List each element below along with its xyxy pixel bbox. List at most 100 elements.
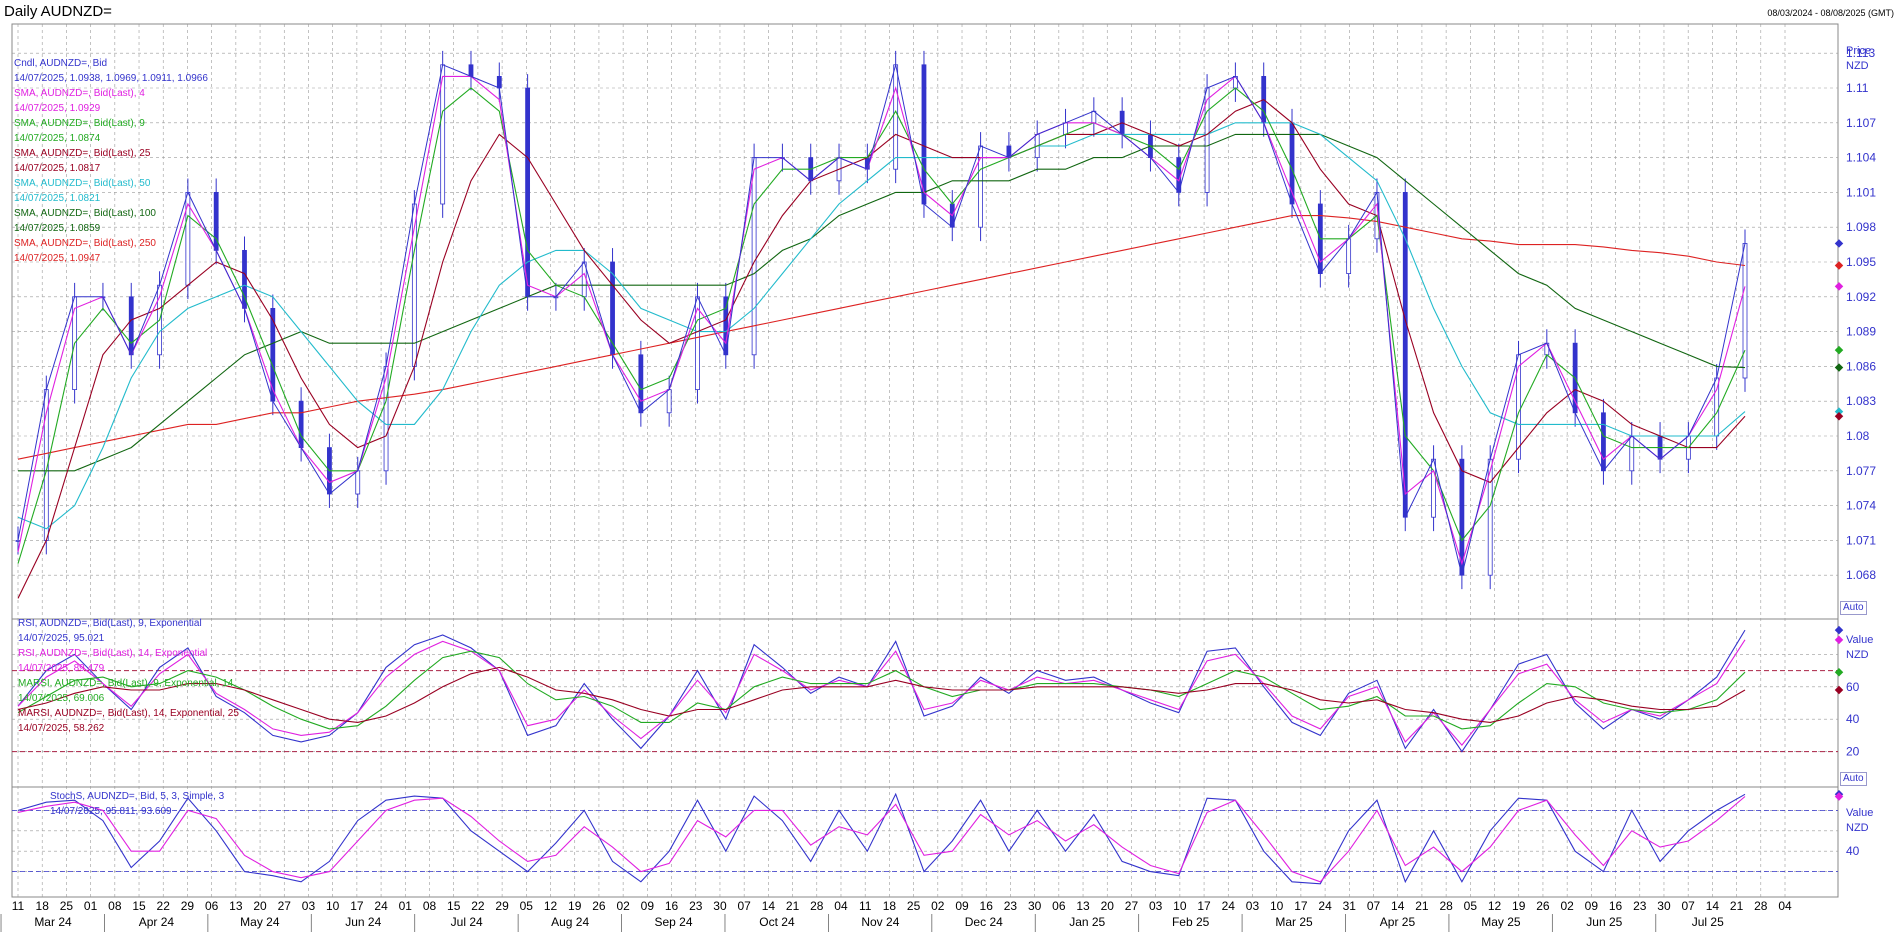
- x-tick-month: Nov 24: [861, 915, 899, 929]
- rsi-pane-frame: [11, 618, 1839, 788]
- marker-sma4: [1834, 282, 1844, 291]
- marker-sma100: [1834, 363, 1844, 372]
- x-tick-day: 07: [737, 899, 751, 913]
- candle-body: [468, 64, 474, 77]
- x-tick-day: 11: [12, 899, 25, 913]
- candle-body: [15, 540, 21, 542]
- x-tick-day: 29: [181, 899, 195, 913]
- price-tick-label: 1.08: [1846, 429, 1870, 443]
- stoch-tick-label: 40: [1846, 844, 1860, 858]
- price-tick-label: 1.083: [1846, 394, 1876, 408]
- x-tick-day: 22: [471, 899, 485, 913]
- rsi-tick-label: 40: [1846, 712, 1860, 726]
- marker-sma25: [1834, 412, 1844, 421]
- x-tick-day: 26: [1536, 899, 1550, 913]
- legend-rsi9-label: RSI, AUDNZD=, Bid(Last), 9, Exponential: [18, 618, 202, 629]
- x-tick-day: 15: [132, 899, 146, 913]
- x-tick-day: 14: [1391, 899, 1405, 913]
- stoch-axis-title: Value: [1846, 807, 1874, 819]
- x-tick-day: 01: [84, 899, 98, 913]
- x-tick-month: Mar 24: [34, 915, 72, 929]
- price-legend: Cndl, AUDNZD=, Bid 14/07/2025, 1.0938, 1…: [14, 56, 208, 266]
- marker-close: [1834, 239, 1844, 248]
- candle-body: [496, 76, 502, 89]
- x-tick-day: 03: [1246, 899, 1260, 913]
- candle-body: [128, 296, 134, 356]
- x-tick-day: 24: [1222, 899, 1236, 913]
- x-tick-day: 09: [955, 899, 969, 913]
- x-tick-day: 30: [1657, 899, 1671, 913]
- x-tick-day: 12: [544, 899, 558, 913]
- x-tick-day: 04: [1778, 899, 1792, 913]
- x-tick-month: Sep 24: [655, 915, 693, 929]
- x-tick-day: 05: [1464, 899, 1478, 913]
- date-range: 08/03/2024 - 08/08/2025 (GMT): [1767, 8, 1894, 18]
- marker-rsi9: [1834, 625, 1844, 635]
- marker-rsi14: [1834, 635, 1844, 645]
- x-tick-day: 14: [762, 899, 776, 913]
- price-series-sma250: [17, 215, 1746, 460]
- x-tick-month: Jan 25: [1069, 915, 1105, 929]
- x-tick-day: 24: [1318, 899, 1332, 913]
- price-series-sma25: [17, 98, 1746, 599]
- x-tick-day: 16: [1609, 899, 1623, 913]
- rsi-auto-button[interactable]: Auto: [1840, 772, 1867, 786]
- legend-sma250-label: SMA, AUDNZD=, Bid(Last), 250: [14, 238, 156, 249]
- price-tick-label: 1.11: [1846, 81, 1869, 95]
- x-tick-day: 10: [1270, 899, 1284, 913]
- x-tick-month: Apr 25: [1380, 915, 1416, 929]
- price-axis-title: Price: [1846, 45, 1872, 57]
- x-tick-month: Mar 25: [1275, 915, 1313, 929]
- x-tick-day: 20: [1101, 899, 1115, 913]
- x-tick-day: 01: [399, 899, 413, 913]
- rsi-series-rsi9: [17, 629, 1746, 753]
- x-tick-month: May 24: [240, 915, 280, 929]
- rsi-series-marsi9: [17, 650, 1746, 730]
- legend-sma4-value: 14/07/2025, 1.0929: [14, 103, 101, 114]
- x-tick-day: 30: [713, 899, 727, 913]
- x-tick-month: May 25: [1481, 915, 1521, 929]
- candle-body: [1063, 122, 1068, 135]
- price-auto-button[interactable]: Auto: [1840, 601, 1867, 615]
- price-tick-label: 1.068: [1846, 568, 1876, 582]
- x-tick-day: 07: [1367, 899, 1381, 913]
- marker-sma9: [1834, 345, 1844, 355]
- x-tick-day: 04: [834, 899, 848, 913]
- legend-sma4-label: SMA, AUDNZD=, Bid(Last), 4: [14, 88, 145, 99]
- x-tick-month: Feb 25: [1172, 915, 1210, 929]
- x-tick-day: 09: [641, 899, 655, 913]
- x-tick-day: 10: [326, 899, 340, 913]
- legend-stoch-label: StochS, AUDNZD=, Bid, 5, 3, Simple, 3: [50, 791, 225, 802]
- price-series-sma9: [17, 87, 1746, 564]
- candle-body: [1431, 458, 1436, 518]
- legend-marsi9-label: MARSI, AUDNZD=, Bid(Last), 9, Exponentia…: [18, 678, 234, 689]
- legend-sma50-label: SMA, AUDNZD=, Bid(Last), 50: [14, 178, 151, 189]
- x-tick-day: 08: [108, 899, 122, 913]
- marker-sma50: [1834, 407, 1844, 416]
- x-tick-day: 23: [1004, 899, 1018, 913]
- legend-marsi14-value: 14/07/2025, 58.262: [18, 723, 105, 734]
- x-tick-day: 16: [980, 899, 994, 913]
- stoch-series-stoch_k: [17, 792, 1746, 885]
- x-tick-day: 30: [1028, 899, 1042, 913]
- legend-candle-value: 14/07/2025, 1.0938, 1.0969, 1.0911, 1.09…: [14, 73, 208, 84]
- candle-body: [1346, 238, 1352, 275]
- price-tick-label: 1.098: [1846, 220, 1876, 234]
- stoch-pane-frame: [11, 786, 1839, 898]
- price-tick-label: 1.113: [1846, 46, 1875, 60]
- x-tick-day: 25: [907, 899, 921, 913]
- stoch-axis-unit: NZD: [1846, 822, 1869, 834]
- x-tick-day: 17: [1294, 899, 1308, 913]
- legend-sma9-label: SMA, AUDNZD=, Bid(Last), 9: [14, 118, 145, 129]
- x-tick-day: 15: [447, 899, 461, 913]
- marker-sma250: [1834, 261, 1844, 270]
- price-tick-label: 1.104: [1846, 151, 1876, 165]
- x-tick-day: 13: [229, 899, 243, 913]
- legend-sma100-value: 14/07/2025, 1.0859: [14, 223, 101, 234]
- candle-body: [298, 400, 304, 449]
- x-tick-day: 03: [1149, 899, 1163, 913]
- legend-marsi14-label: MARSI, AUDNZD=, Bid(Last), 14, Exponenti…: [18, 708, 239, 719]
- legend-sma25-label: SMA, AUDNZD=, Bid(Last), 25: [14, 148, 151, 159]
- x-tick-day: 19: [1512, 899, 1526, 913]
